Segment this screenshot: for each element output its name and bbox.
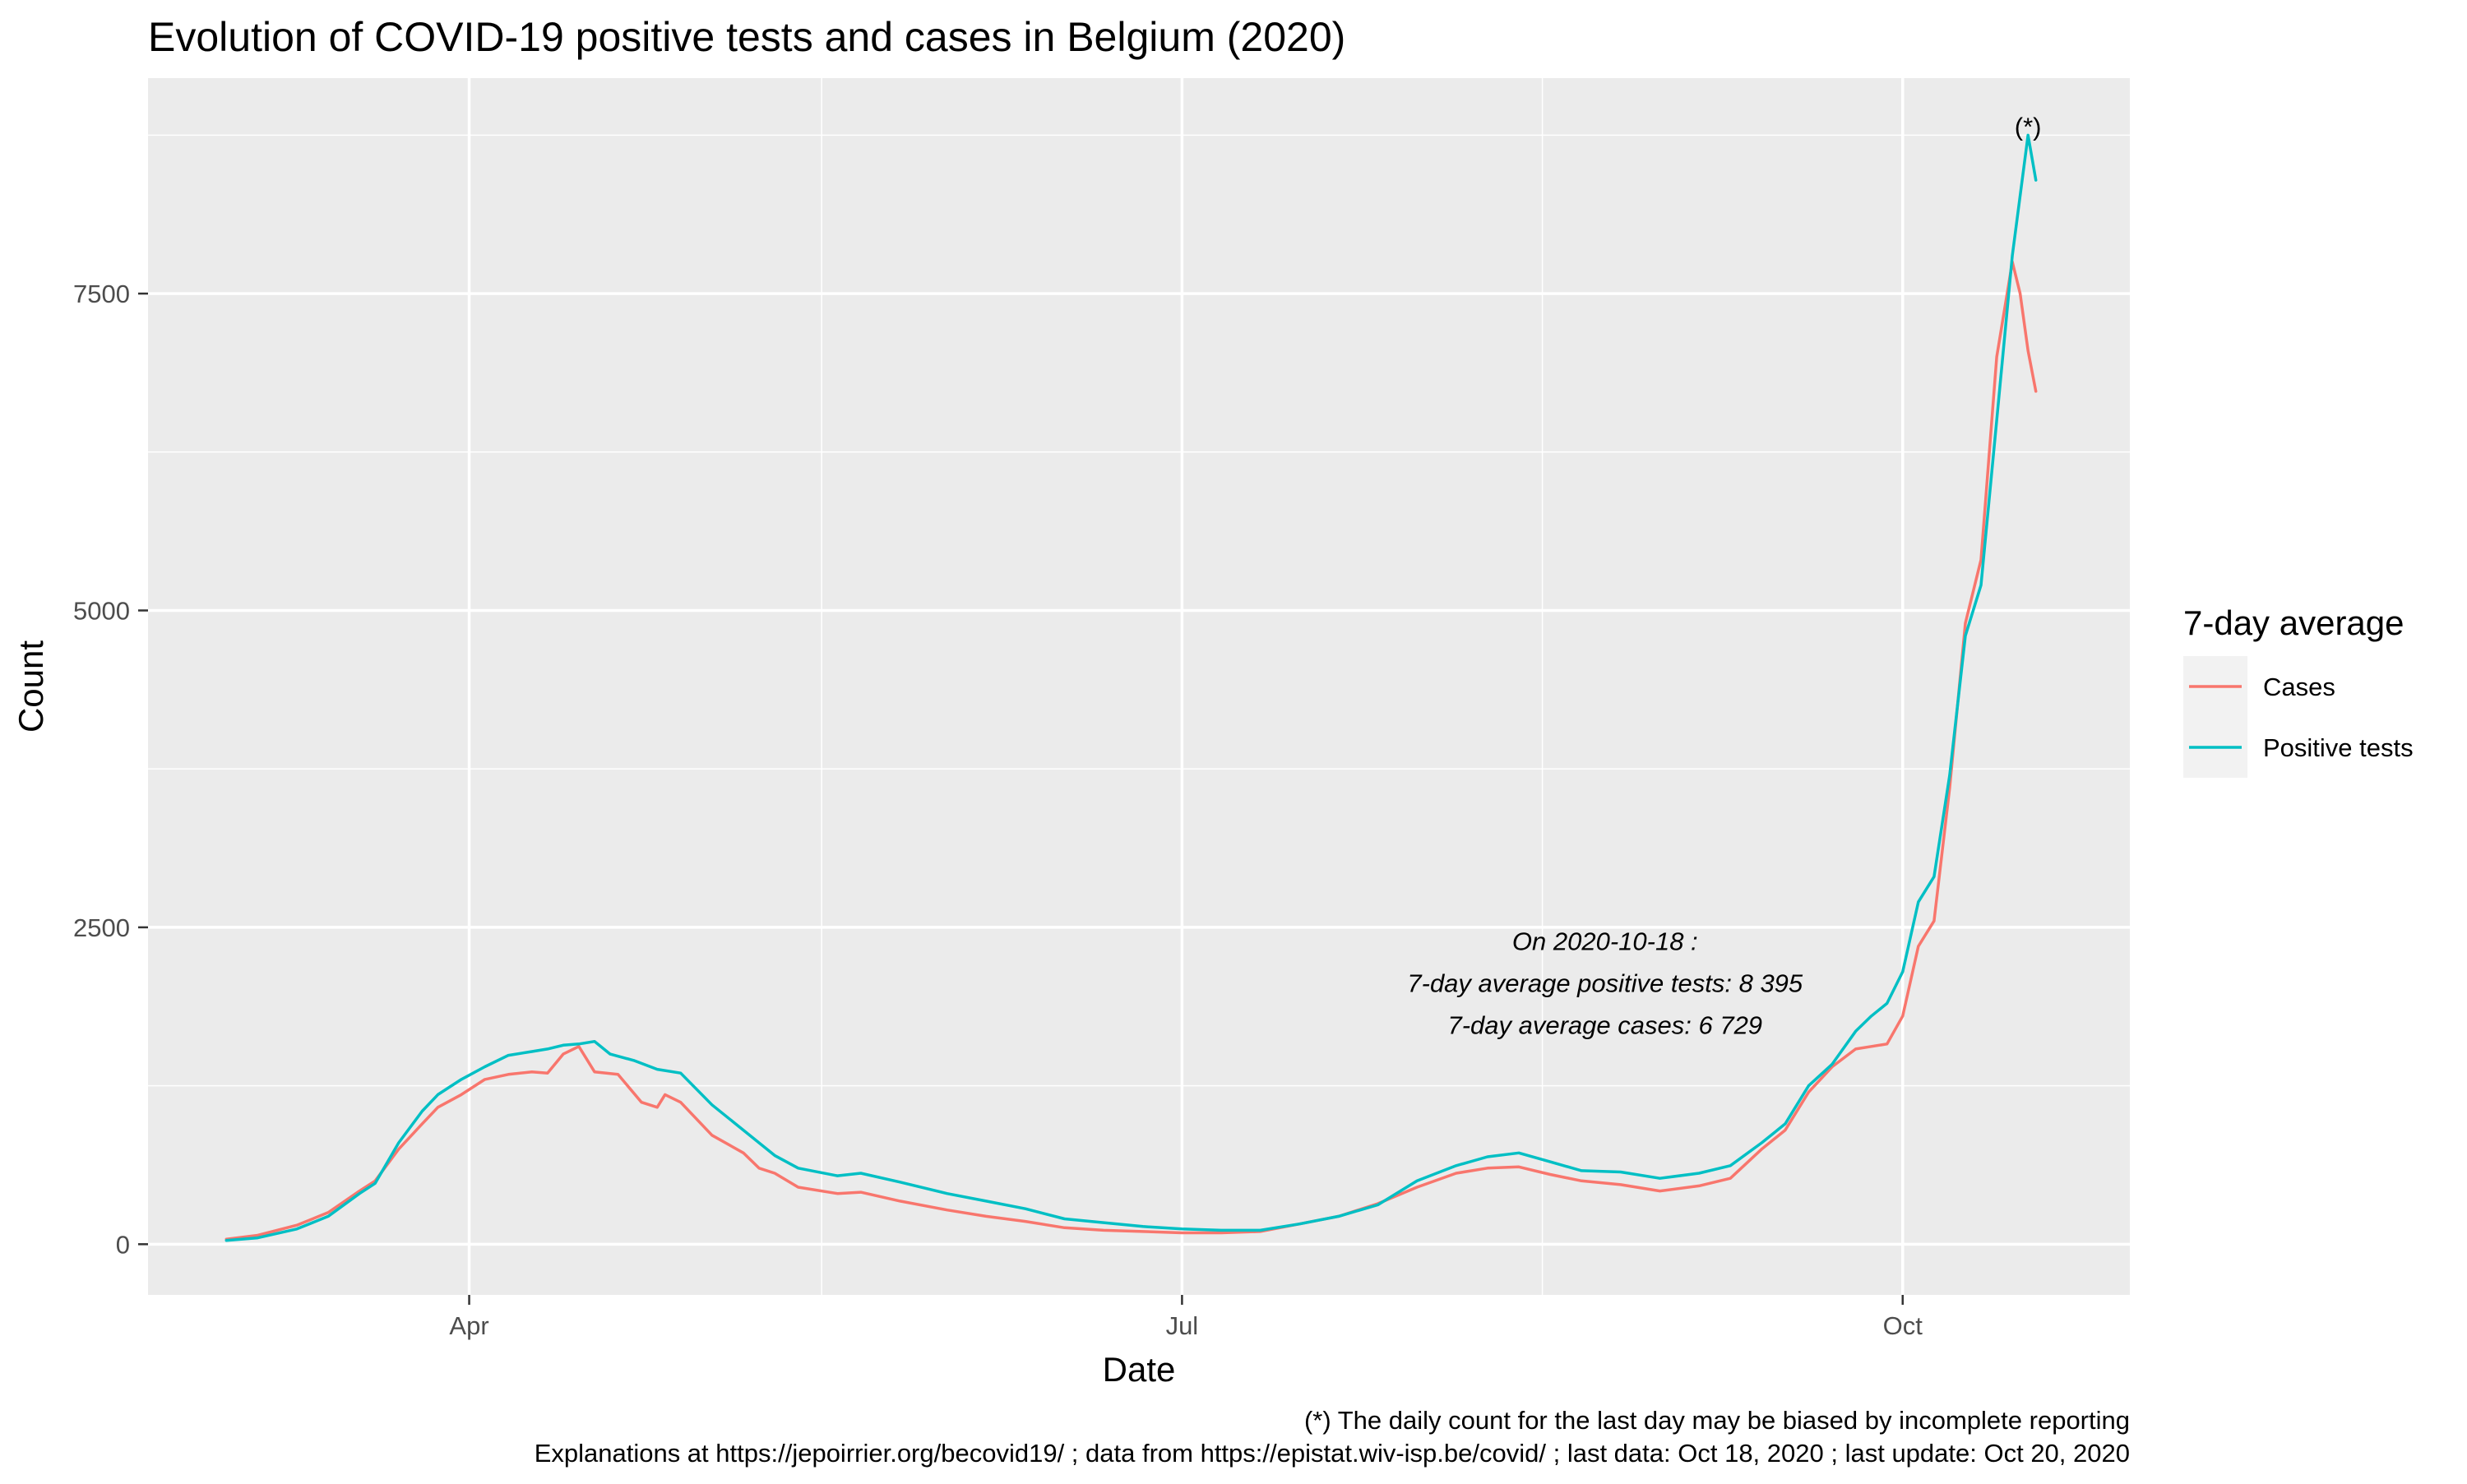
- caption-line: (*) The daily count for the last day may…: [1304, 1406, 2130, 1435]
- annotation-label: On 2020-10-18 :: [1512, 927, 1698, 956]
- x-tick-label: Apr: [449, 1311, 488, 1340]
- y-tick-label: 7500: [73, 280, 130, 308]
- annotation-label: (*): [2015, 112, 2042, 141]
- legend-entries: Cases Positive tests: [2189, 673, 2414, 762]
- legend-key-background: [2183, 656, 2247, 778]
- x-tick-label: Oct: [1883, 1311, 1923, 1340]
- chart-title: Evolution of COVID-19 positive tests and…: [148, 14, 1345, 60]
- y-tick-label: 5000: [73, 597, 130, 626]
- series-line-positive-tests: [224, 133, 2038, 1242]
- annotation-label: 7-day average cases: 6 729: [1447, 1010, 1762, 1039]
- x-tick-label: Jul: [1166, 1311, 1199, 1340]
- series-line-cases: [224, 260, 2038, 1241]
- legend-label-cases: Cases: [2263, 673, 2335, 701]
- y-tick-label: 2500: [73, 913, 130, 942]
- y-tick-label: 0: [116, 1230, 130, 1259]
- caption: (*) The daily count for the last day may…: [535, 1406, 2130, 1468]
- legend-label-positive-tests: Positive tests: [2263, 733, 2414, 762]
- y-axis: 0 2500 5000 7500: [73, 280, 148, 1259]
- plot-panel: [148, 78, 2130, 1295]
- x-axis-title: Date: [1103, 1350, 1176, 1389]
- series-lines: [224, 133, 2038, 1242]
- y-axis-title: Count: [12, 640, 50, 733]
- caption-line: Explanations at https://jepoirrier.org/b…: [535, 1439, 2130, 1468]
- annotation-label: 7-day average positive tests: 8 395: [1407, 969, 1803, 998]
- major-grid: [148, 78, 2130, 1295]
- legend-title: 7-day average: [2183, 603, 2405, 642]
- x-axis: Apr Jul Oct: [449, 1295, 1923, 1340]
- annotations: On 2020-10-18 : 7-day average positive te…: [1407, 112, 2041, 1039]
- minor-grid: [148, 78, 2130, 1295]
- legend: 7-day average Cases Positive tests: [2183, 603, 2414, 778]
